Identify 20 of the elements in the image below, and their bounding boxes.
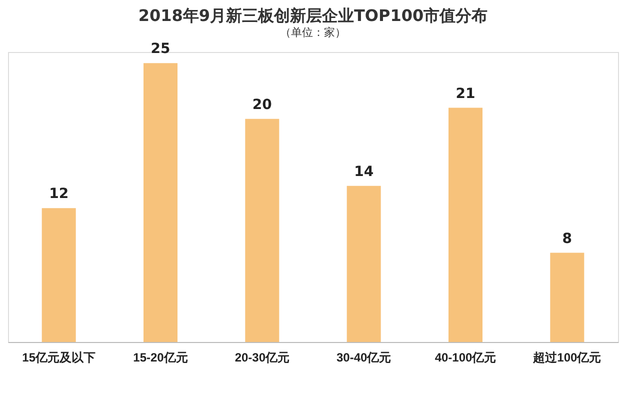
data-label: 14 bbox=[354, 164, 374, 180]
x-tick-label: 20-30亿元 bbox=[234, 350, 290, 364]
x-tick-label: 15-20亿元 bbox=[133, 350, 188, 364]
data-label: 8 bbox=[562, 230, 572, 247]
chart-subtitle: （单位：家） bbox=[280, 26, 346, 40]
data-label: 25 bbox=[150, 41, 170, 58]
bar bbox=[550, 252, 584, 342]
bar bbox=[448, 108, 482, 342]
x-tick-label: 40-100亿元 bbox=[434, 350, 496, 364]
bar bbox=[245, 118, 280, 342]
bar bbox=[144, 63, 178, 342]
data-label: 21 bbox=[456, 86, 476, 102]
chart-title: 2018年9月新三板创新层企业TOP100市值分布 bbox=[138, 6, 488, 26]
bar bbox=[42, 208, 76, 342]
x-tick-label: 15亿元及以下 bbox=[22, 350, 96, 364]
x-tick-label: 超过100亿元 bbox=[532, 350, 602, 364]
data-label: 12 bbox=[49, 186, 69, 202]
data-label: 20 bbox=[252, 96, 272, 113]
bar bbox=[346, 186, 381, 342]
x-tick-label: 30-40亿元 bbox=[336, 350, 392, 364]
